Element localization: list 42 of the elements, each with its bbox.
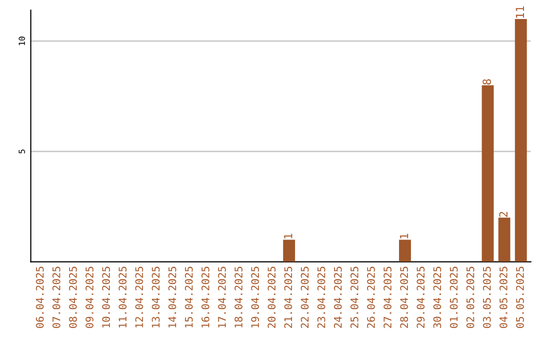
- data-label: 1: [284, 234, 292, 238]
- x-tick-label: 02.05.2025: [466, 266, 474, 328]
- x-tick-label: 28.04.2025: [400, 266, 408, 328]
- data-label: 2: [499, 212, 508, 217]
- x-tick-label: 11.04.2025: [118, 266, 127, 328]
- x-tick-label: 17.04.2025: [218, 266, 226, 328]
- bar: [283, 240, 296, 262]
- data-label: 11: [516, 6, 524, 18]
- x-tick-label: 26.04.2025: [367, 266, 375, 328]
- bar: [482, 85, 494, 262]
- x-tick-label: 09.04.2025: [86, 266, 94, 328]
- x-tick-label: 01.05.2025: [450, 266, 458, 328]
- x-tick-label: 25.04.2025: [350, 266, 358, 328]
- x-tick-label: 12.04.2025: [135, 266, 144, 328]
- x-tick-label: 22.04.2025: [300, 266, 309, 328]
- x-tick-label: 08.04.2025: [69, 266, 77, 328]
- x-tick-label: 18.04.2025: [234, 266, 242, 328]
- x-tick-label: 04.05.2025: [500, 266, 508, 328]
- x-tick-label: 21.04.2025: [284, 266, 292, 328]
- x-tick-label: 15.04.2025: [184, 266, 193, 328]
- x-tick-label: 05.05.2025: [516, 266, 524, 328]
- y-tick-label: 5: [18, 150, 25, 154]
- x-tick-label: 27.04.2025: [384, 266, 392, 328]
- x-tick-label: 19.04.2025: [251, 266, 260, 328]
- x-tick-label: 29.04.2025: [416, 266, 425, 328]
- x-tick-label: 20.04.2025: [268, 266, 276, 328]
- x-tick-label: 10.04.2025: [102, 266, 110, 328]
- x-tick-label: 06.04.2025: [36, 266, 44, 328]
- bar: [514, 19, 527, 262]
- y-tick-label: 10: [18, 36, 25, 46]
- x-tick-label: 23.04.2025: [317, 266, 326, 328]
- bar: [498, 218, 510, 262]
- x-tick-label: 24.04.2025: [334, 266, 342, 328]
- x-tick-label: 03.05.2025: [482, 266, 491, 328]
- x-tick-label: 13.04.2025: [152, 266, 160, 328]
- x-tick-label: 16.04.2025: [201, 266, 210, 328]
- data-label: 8: [482, 79, 492, 85]
- x-tick-label: 14.04.2025: [168, 266, 176, 328]
- x-tick-label: 07.04.2025: [52, 266, 60, 328]
- bar: [399, 240, 411, 262]
- data-label: 1: [400, 234, 408, 238]
- x-tick-label: 30.04.2025: [433, 266, 442, 328]
